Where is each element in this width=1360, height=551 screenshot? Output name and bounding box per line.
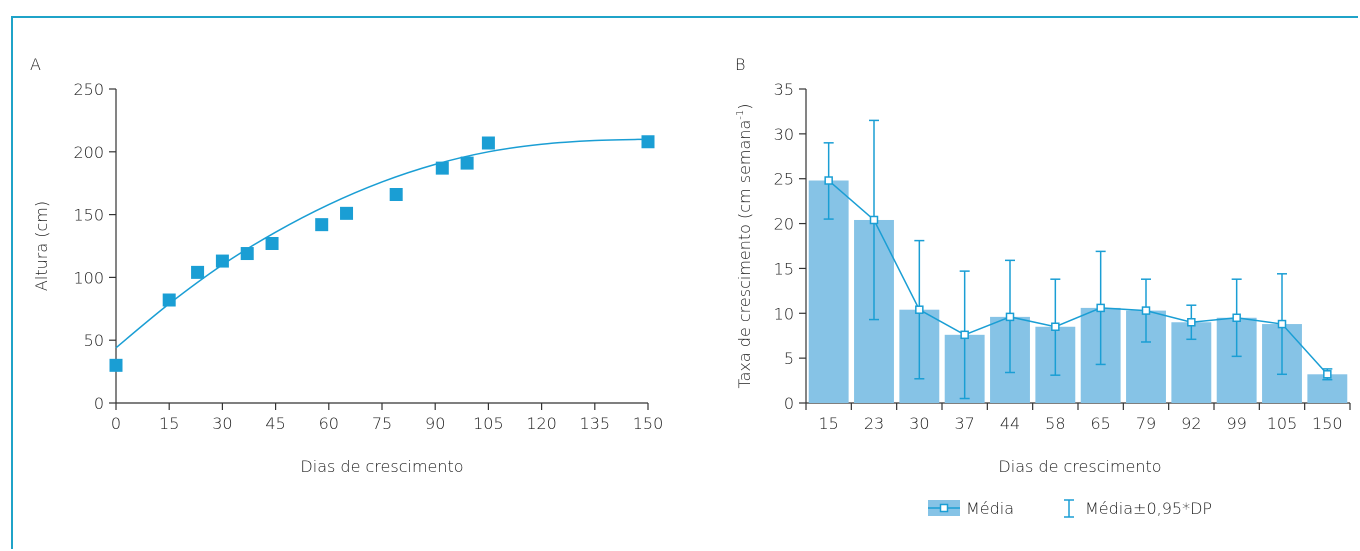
panel-b-mean-marker: [915, 305, 924, 314]
panel-a-ytick-label: 250: [73, 80, 104, 99]
panel-b-ytick-label: 35: [774, 80, 794, 99]
panel-b-ytick-label: 15: [774, 259, 794, 278]
panel-a-ytick-label: 0: [94, 394, 104, 413]
panel-b-mean-marker: [1277, 319, 1287, 329]
panel-a-label: A: [30, 55, 41, 74]
panel-b-mean-marker: [960, 330, 969, 340]
panel-a-data-point: [641, 135, 655, 149]
panel-b-xtick-label: 23: [864, 414, 884, 433]
panel-a-xtick-label: 105: [473, 414, 504, 433]
panel-b-xtick-label: 99: [1226, 414, 1246, 433]
panel-b-ytick-label: 20: [774, 215, 794, 234]
panel-b-mean-marker: [1323, 370, 1332, 379]
panel-b-label: B: [735, 55, 745, 74]
figure-frame: [11, 16, 1358, 549]
panel-b-mean-marker: [1232, 313, 1241, 323]
panel-b-xtick-label: 92: [1181, 414, 1201, 433]
panel-b-xtick-label: 79: [1136, 414, 1156, 433]
panel-a-xtick-label: 30: [212, 414, 232, 433]
panel-b-mean-marker: [824, 176, 833, 185]
panel-b-xtick-label: 65: [1090, 414, 1110, 433]
panel-a-data-point: [340, 206, 354, 220]
panel-a-xtick-label: 90: [425, 414, 445, 433]
panel-b-xtick-label: 30: [909, 414, 929, 433]
panel-a-data-point: [315, 218, 329, 232]
panel-a-ylabel: Altura (cm): [32, 201, 51, 291]
panel-b-ytick-label: 0: [784, 394, 794, 413]
panel-b-mean-marker: [1187, 318, 1196, 327]
panel-a-xtick-label: 45: [265, 414, 285, 433]
panel-a-xtick-label: 0: [111, 414, 121, 433]
panel-a-data-point: [215, 254, 229, 268]
panel-b-ytick-label: 5: [784, 349, 794, 368]
panel-b-xtick-label: 15: [818, 414, 838, 433]
panel-a-fit-curve: [115, 138, 649, 349]
panel-a-xtick-label: 150: [633, 414, 664, 433]
panel-a-data-point: [435, 161, 449, 175]
panel-a-data-point: [109, 358, 123, 372]
panel-b-xtick-label: 150: [1312, 414, 1343, 433]
panel-b-xlabel: Dias de crescimento: [998, 457, 1161, 476]
panel-b-ytick-label: 25: [774, 170, 794, 189]
legend-swatch-marker: [939, 503, 949, 513]
panel-a-xtick-label: 75: [372, 414, 392, 433]
panel-b-axes: 0 5 10 15 20 25 30 35 15 23 30 37 44 58 65 79 92 99 105 150: [774, 80, 1351, 433]
panel-a-data-point: [162, 293, 176, 307]
panel-b-ytick-label: 10: [774, 304, 794, 323]
panel-b-mean-marker: [869, 215, 879, 225]
legend-item-mean: Média: [928, 499, 1014, 518]
panel-b-mean-marker: [1051, 322, 1060, 331]
panel-a-ytick-label: 50: [84, 331, 104, 350]
panel-a-data-point: [265, 236, 279, 250]
panel-a-data-point: [481, 136, 495, 150]
panel-b-xtick-label: 58: [1045, 414, 1065, 433]
panel-a-data-point: [389, 188, 403, 202]
panel-a-xlabel: Dias de crescimento: [300, 457, 463, 476]
panel-b-mean-marker: [1141, 306, 1151, 315]
legend-label-mean: Média: [966, 499, 1014, 518]
panel-a-data-point: [460, 156, 474, 170]
panel-b-xtick-label: 44: [1000, 414, 1020, 433]
panel-b-xtick-label: 37: [954, 414, 974, 433]
legend: Média Média±0,95*DP: [928, 499, 1212, 518]
panel-a-xtick-label: 60: [319, 414, 339, 433]
panel-a-data-point: [191, 265, 205, 279]
panel-a-data-point: [240, 247, 254, 261]
panel-a-ytick-label: 200: [73, 143, 104, 162]
panel-a-axes: 0 50 100 150 200 250 0 15 30 45 60 75 90 105 120 135 150: [73, 80, 663, 433]
panel-a-xtick-label: 135: [580, 414, 611, 433]
panel-a-xtick-label: 15: [159, 414, 179, 433]
panel-b-mean-marker: [1005, 312, 1015, 322]
panel-b-ylabel: Taxa de crescimento (cm semana-1): [735, 104, 754, 389]
panel-b: B 0 5 10 15 20 25 30 35 15 23 30 37 44 58 65 79 92 99 105 1…: [735, 55, 1351, 476]
legend-label-errorbar: Média±0,95*DP: [1085, 499, 1212, 518]
panel-a-xtick-label: 120: [526, 414, 557, 433]
panel-a: A 0 50 100 150 200 250 0 15 30 45 60 75 90 105 120 135 1…: [30, 55, 663, 476]
panel-b-ytick-label: 30: [774, 125, 794, 144]
legend-item-errorbar: Média±0,95*DP: [1064, 499, 1212, 518]
panel-b-mean-marker: [1096, 303, 1105, 313]
panel-a-ytick-label: 150: [73, 206, 104, 225]
panel-b-xtick-label: 105: [1267, 414, 1298, 433]
panel-a-ytick-label: 100: [73, 268, 104, 287]
panel-b-mean-line: [828, 179, 1328, 375]
